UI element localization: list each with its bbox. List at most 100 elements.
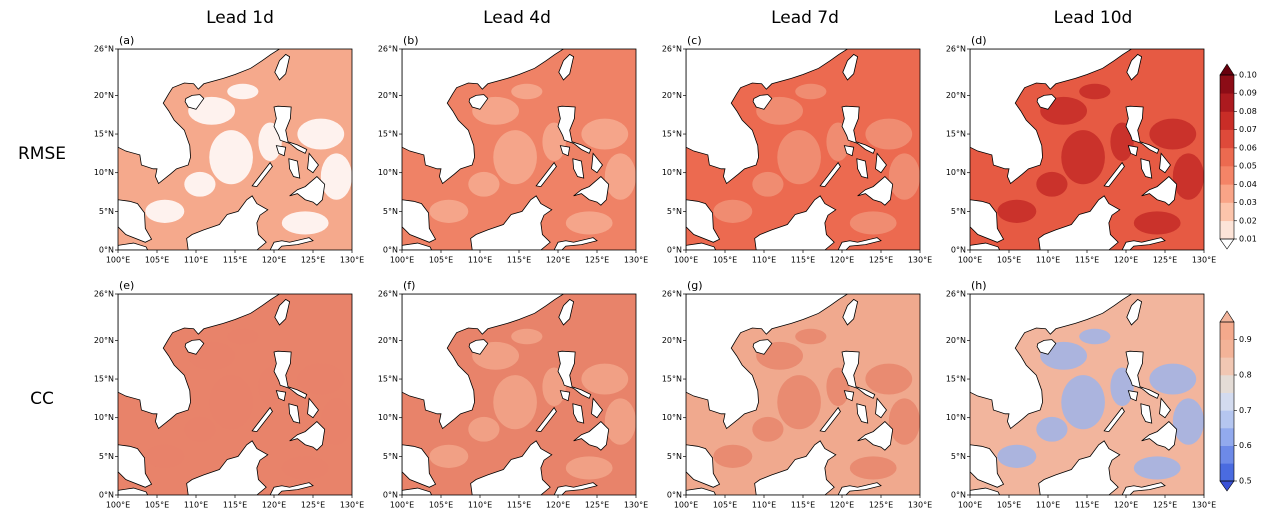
x-tick-label: 125°E [869, 256, 893, 265]
row-label: RMSE [18, 144, 66, 164]
land [841, 350, 876, 399]
land [307, 397, 319, 419]
land [559, 390, 571, 402]
panel-label: (h) [971, 279, 987, 292]
land [273, 105, 308, 154]
land [269, 482, 314, 495]
land [1121, 482, 1166, 495]
land [970, 242, 1001, 250]
y-tick-label: 26°N [946, 290, 966, 299]
land [535, 406, 557, 433]
y-tick-label: 20°N [378, 336, 398, 345]
x-tick-label: 100°E [958, 256, 982, 265]
colorbar-tick-label: 0.10 [1239, 71, 1257, 80]
y-tick-label: 20°N [946, 91, 966, 100]
land [842, 298, 859, 326]
field-patch [320, 398, 352, 445]
land [1038, 195, 1121, 250]
field-patch [581, 363, 629, 395]
land [843, 390, 855, 402]
x-tick-label: 105°E [713, 256, 737, 265]
colorbar-band [1220, 357, 1234, 376]
field-patch [565, 456, 613, 480]
land [857, 421, 894, 451]
colorbar-band [1220, 147, 1234, 167]
x-tick-label: 115°E [791, 501, 815, 510]
x-tick-label: 120°E [546, 501, 570, 510]
x-tick-label: 105°E [429, 256, 453, 265]
x-tick-label: 110°E [752, 256, 776, 265]
field-patch [1172, 153, 1204, 200]
y-tick-label: 5°N [951, 452, 966, 461]
land [591, 397, 603, 419]
x-tick-label: 105°E [997, 256, 1021, 265]
land [184, 339, 205, 355]
field-patch [604, 398, 636, 445]
y-tick-label: 10°N [378, 413, 398, 422]
y-tick-label: 10°N [662, 168, 682, 177]
land [1141, 176, 1178, 206]
land [837, 482, 882, 495]
colorbar-band [1220, 375, 1234, 393]
field-patch [493, 375, 537, 430]
x-tick-label: 100°E [106, 256, 130, 265]
colorbar-tick-label: 0.06 [1239, 143, 1257, 152]
land [857, 176, 894, 206]
y-tick-label: 26°N [662, 290, 682, 299]
x-tick-label: 105°E [713, 501, 737, 510]
x-tick-label: 125°E [585, 501, 609, 510]
land [402, 487, 433, 495]
land [275, 390, 287, 402]
colorbar-frame [1219, 321, 1235, 482]
land [186, 195, 269, 250]
field-patch [565, 211, 613, 235]
x-tick-label: 100°E [390, 501, 414, 510]
land [856, 158, 869, 179]
land [752, 94, 773, 110]
x-tick-label: 130°E [1192, 256, 1216, 265]
x-tick-label: 120°E [830, 256, 854, 265]
panel-label: (g) [687, 279, 703, 292]
land [1036, 339, 1057, 355]
land [402, 199, 437, 243]
x-tick-label: 120°E [262, 256, 286, 265]
land [970, 444, 1005, 488]
colorbar-band [1220, 339, 1234, 358]
land [686, 294, 849, 430]
x-tick-label: 110°E [468, 501, 492, 510]
x-tick-label: 125°E [585, 256, 609, 265]
field-patch [1133, 211, 1181, 235]
land [1159, 397, 1171, 419]
field-patch [493, 130, 537, 185]
field-patch [1079, 328, 1111, 345]
y-tick-label: 5°N [667, 452, 682, 461]
y-tick-label: 15°N [662, 375, 682, 384]
colorbar-band [1220, 75, 1234, 94]
land [288, 158, 301, 179]
y-tick-label: 20°N [94, 336, 114, 345]
field-patch [1149, 118, 1197, 150]
y-tick-label: 15°N [946, 375, 966, 384]
x-tick-label: 110°E [468, 256, 492, 265]
field-patch [1110, 122, 1134, 162]
x-tick-label: 100°E [958, 501, 982, 510]
land [468, 94, 489, 110]
y-tick-label: 20°N [94, 91, 114, 100]
land [251, 406, 273, 433]
y-tick-label: 20°N [378, 91, 398, 100]
land [1103, 161, 1125, 188]
land [875, 152, 887, 174]
x-tick-label: 125°E [1153, 256, 1177, 265]
field-patch [227, 328, 259, 345]
y-tick-label: 15°N [94, 130, 114, 139]
field-patch [1079, 83, 1111, 100]
field-patch [542, 367, 566, 407]
land [1127, 390, 1139, 402]
land [970, 487, 1001, 495]
field-patch [1110, 367, 1134, 407]
field-patch [1133, 456, 1181, 480]
field-patch [258, 367, 282, 407]
y-tick-label: 0°N [667, 491, 682, 500]
land [856, 403, 869, 424]
